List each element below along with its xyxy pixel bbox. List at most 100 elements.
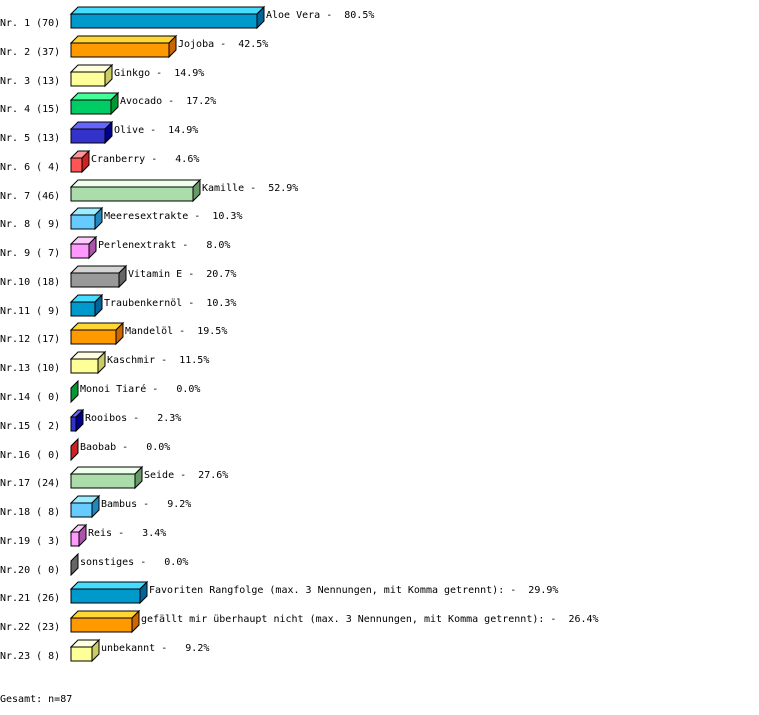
- bar-label: Vitamin E - 20.7%: [128, 269, 236, 280]
- bar: [70, 416, 77, 432]
- bar-side: [91, 494, 100, 519]
- bar-side: [70, 437, 79, 462]
- bar: [70, 99, 112, 115]
- bar-side: [115, 321, 124, 346]
- bar-label: Perlenextrakt - 8.0%: [98, 240, 230, 251]
- bar: [70, 272, 120, 288]
- bar-label: Cranberry - 4.6%: [91, 154, 199, 165]
- bar-label: Bambus - 9.2%: [101, 499, 191, 510]
- bar-label: Seide - 27.6%: [144, 470, 228, 481]
- bar-side: [75, 408, 84, 433]
- bar: [70, 531, 80, 547]
- bar: [70, 329, 117, 345]
- bar: [70, 646, 93, 662]
- bar: [70, 358, 99, 374]
- row-label: Nr. 6 ( 4): [0, 162, 60, 173]
- bar-side: [97, 350, 106, 375]
- bar-label: Traubenkernöl - 10.3%: [104, 298, 236, 309]
- bar-label: Reis - 3.4%: [88, 528, 166, 539]
- row-label: Nr.15 ( 2): [0, 421, 60, 432]
- row-label: Nr. 5 (13): [0, 133, 60, 144]
- bar: [70, 473, 136, 489]
- row-label: Nr.11 ( 9): [0, 306, 60, 317]
- bar-side: [139, 580, 148, 605]
- bar-label: Kaschmir - 11.5%: [107, 355, 209, 366]
- bar: [70, 128, 106, 144]
- bar-side: [70, 379, 79, 404]
- bar-side: [94, 293, 103, 318]
- bar-label: Jojoba - 42.5%: [178, 39, 268, 50]
- bar: [70, 243, 90, 259]
- bar-side: [94, 206, 103, 231]
- bar-side: [134, 465, 143, 490]
- bar-side: [78, 523, 87, 548]
- bar-top: [69, 610, 141, 619]
- bar-side: [110, 91, 119, 116]
- bar-top: [69, 466, 144, 475]
- bar-side: [131, 609, 140, 634]
- row-label: Nr.10 (18): [0, 277, 60, 288]
- row-label: Nr. 2 (37): [0, 47, 60, 58]
- bar: [70, 157, 83, 173]
- row-label: Nr. 8 ( 9): [0, 219, 60, 230]
- bar-side: [256, 5, 265, 30]
- bar-label: Avocado - 17.2%: [120, 96, 216, 107]
- row-label: Nr.17 (24): [0, 478, 60, 489]
- row-label: Nr.20 ( 0): [0, 565, 60, 576]
- bar-side: [118, 264, 127, 289]
- bar: [70, 617, 133, 633]
- row-label: Nr.13 (10): [0, 363, 60, 374]
- row-label: Nr. 4 (15): [0, 104, 60, 115]
- bar-side: [192, 178, 201, 203]
- bar-label: Rooibos - 2.3%: [85, 413, 181, 424]
- bar-label: Mandelöl - 19.5%: [125, 326, 227, 337]
- total-label: Gesamt: n=87: [0, 694, 72, 705]
- bar-top: [69, 35, 178, 44]
- bar-top: [69, 322, 125, 331]
- bar-label: Meeresextrakte - 10.3%: [104, 211, 242, 222]
- row-label: Nr. 9 ( 7): [0, 248, 60, 259]
- bar-side: [104, 120, 113, 145]
- bar-side: [81, 149, 90, 174]
- row-label: Nr.21 (26): [0, 593, 60, 604]
- bar-label: Aloe Vera - 80.5%: [266, 10, 374, 21]
- bar: [70, 502, 93, 518]
- bar-side: [70, 552, 79, 577]
- bar-top: [69, 92, 120, 101]
- row-label: Nr.22 (23): [0, 622, 60, 633]
- bar-side: [88, 235, 97, 260]
- bar: [70, 214, 96, 230]
- row-label: Nr.19 ( 3): [0, 536, 60, 547]
- bar-side: [104, 63, 113, 88]
- bar: [70, 42, 170, 58]
- row-label: Nr. 1 (70): [0, 18, 60, 29]
- bar: [70, 588, 141, 604]
- bar-label: unbekannt - 9.2%: [101, 643, 209, 654]
- bar-top: [69, 581, 149, 590]
- bar-label: Olive - 14.9%: [114, 125, 198, 136]
- bar-label: Favoriten Rangfolge (max. 3 Nennungen, m…: [149, 585, 558, 596]
- bar-side: [168, 34, 177, 59]
- bar-top: [69, 265, 128, 274]
- bar-label: sonstiges - 0.0%: [80, 557, 188, 568]
- row-label: Nr.14 ( 0): [0, 392, 60, 403]
- bar-label: Monoi Tiaré - 0.0%: [80, 383, 200, 395]
- bar: [70, 186, 194, 202]
- row-label: Nr.18 ( 8): [0, 507, 60, 518]
- bar: [70, 301, 96, 317]
- bar-top: [69, 6, 266, 15]
- bar: [70, 13, 258, 29]
- row-label: Nr.16 ( 0): [0, 450, 60, 461]
- row-label: Nr. 7 (46): [0, 191, 60, 202]
- bar-top: [69, 179, 202, 188]
- row-label: Nr. 3 (13): [0, 76, 60, 87]
- bar-label: gefällt mir überhaupt nicht (max. 3 Nenn…: [141, 614, 599, 625]
- bar-label: Ginkgo - 14.9%: [114, 68, 204, 79]
- bar-label: Kamille - 52.9%: [202, 183, 298, 194]
- row-label: Nr.12 (17): [0, 334, 60, 345]
- bar: [70, 71, 106, 87]
- bar-side: [91, 638, 100, 663]
- row-label: Nr.23 ( 8): [0, 651, 60, 662]
